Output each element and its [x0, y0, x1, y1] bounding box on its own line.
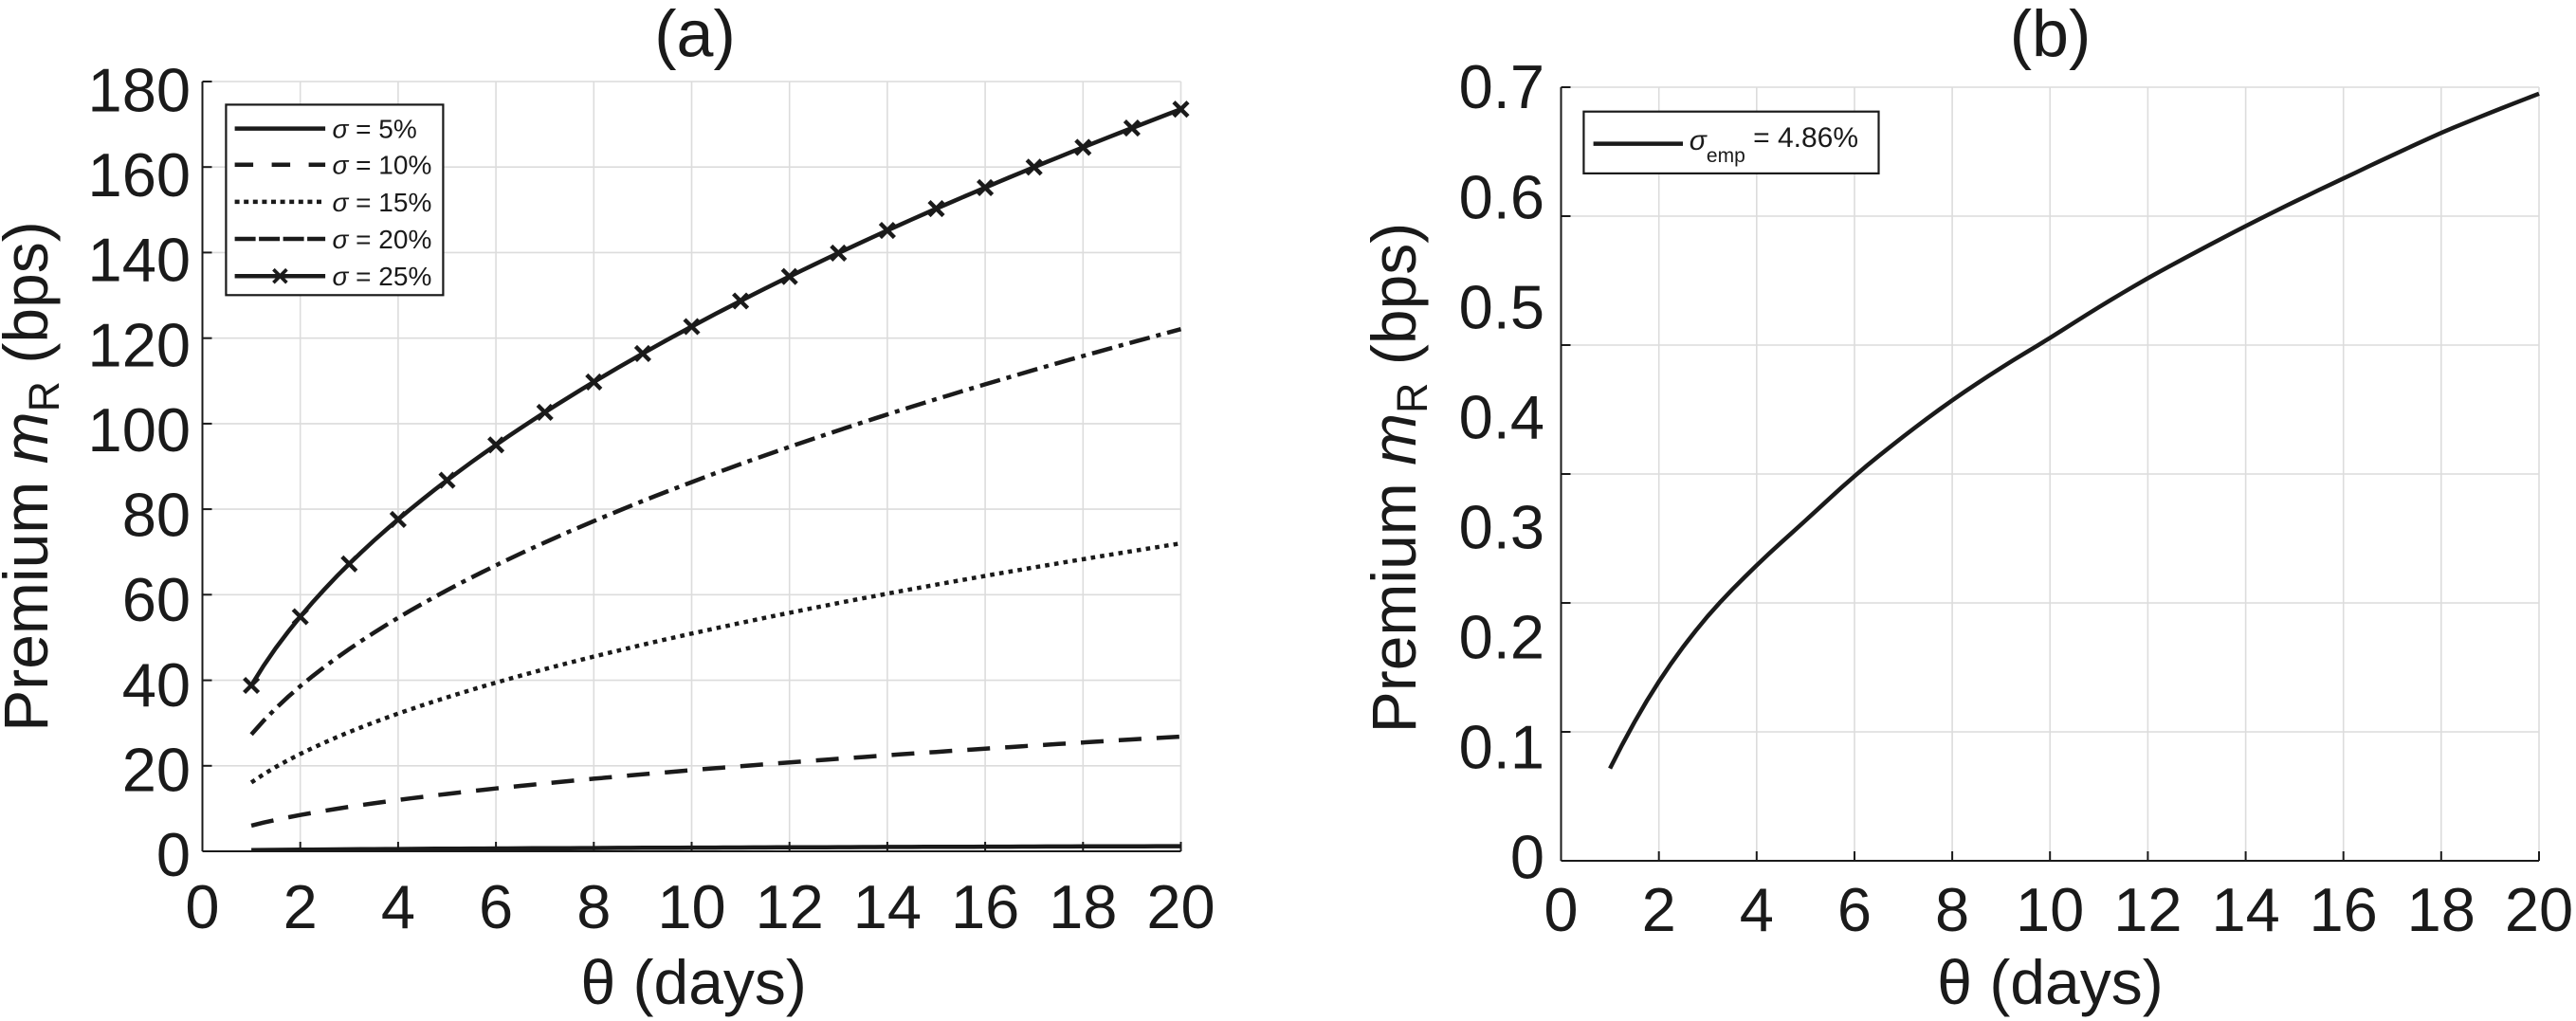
svg-text:0.7: 0.7 [1459, 52, 1544, 121]
svg-text:(b): (b) [2010, 0, 2092, 71]
svg-text:4: 4 [1740, 875, 1774, 944]
svg-text:0: 0 [156, 820, 191, 889]
svg-text:160: 160 [88, 140, 191, 210]
svg-text:18: 18 [1049, 872, 1117, 941]
svg-text:14: 14 [853, 872, 922, 941]
svg-text:2: 2 [1642, 875, 1676, 944]
svg-text:140: 140 [88, 226, 191, 295]
svg-text:2: 2 [283, 872, 318, 941]
svg-text:σ = 5%: σ = 5% [333, 115, 417, 144]
svg-text:σ = 15%: σ = 15% [333, 188, 432, 217]
svg-text:0.4: 0.4 [1459, 382, 1544, 451]
svg-text:0.3: 0.3 [1459, 493, 1544, 562]
svg-text:80: 80 [122, 481, 191, 550]
svg-text:σ = 25%: σ = 25% [333, 262, 432, 291]
svg-text:14: 14 [2211, 875, 2279, 944]
svg-text:0.6: 0.6 [1459, 162, 1544, 231]
svg-text:6: 6 [479, 872, 513, 941]
svg-text:4: 4 [381, 872, 415, 941]
svg-text:180: 180 [88, 55, 191, 124]
svg-text:0.1: 0.1 [1459, 713, 1544, 782]
svg-text:0.5: 0.5 [1459, 272, 1544, 341]
svg-text:6: 6 [1837, 875, 1872, 944]
svg-text:0: 0 [1544, 875, 1578, 944]
svg-text:12: 12 [2113, 875, 2182, 944]
svg-text:40: 40 [122, 650, 191, 720]
svg-text:0: 0 [185, 872, 219, 941]
svg-text:8: 8 [576, 872, 611, 941]
svg-text:θ (days): θ (days) [580, 947, 806, 1017]
svg-text:σemp = 4.86%: σemp = 4.86% [1690, 122, 1858, 167]
svg-text:20: 20 [122, 736, 191, 805]
svg-text:σ = 10%: σ = 10% [333, 151, 432, 180]
svg-text:10: 10 [657, 872, 725, 941]
svg-text:σ = 20%: σ = 20% [333, 225, 432, 254]
svg-text:16: 16 [951, 872, 1019, 941]
svg-text:20: 20 [1146, 872, 1215, 941]
svg-text:18: 18 [2407, 875, 2476, 944]
svg-text:(a): (a) [654, 0, 736, 71]
svg-text:Premium mR (bps): Premium mR (bps) [0, 221, 68, 732]
svg-text:0: 0 [1510, 823, 1544, 892]
svg-text:120: 120 [88, 310, 191, 379]
svg-text:0.2: 0.2 [1459, 603, 1544, 672]
svg-text:Premium mR (bps): Premium mR (bps) [1359, 223, 1436, 734]
svg-text:θ (days): θ (days) [1937, 947, 2163, 1017]
svg-text:20: 20 [2505, 875, 2573, 944]
svg-text:8: 8 [1935, 875, 1969, 944]
svg-text:10: 10 [2016, 875, 2084, 944]
svg-text:60: 60 [122, 565, 191, 634]
svg-text:100: 100 [88, 395, 191, 465]
svg-text:12: 12 [756, 872, 824, 941]
svg-text:16: 16 [2310, 875, 2378, 944]
